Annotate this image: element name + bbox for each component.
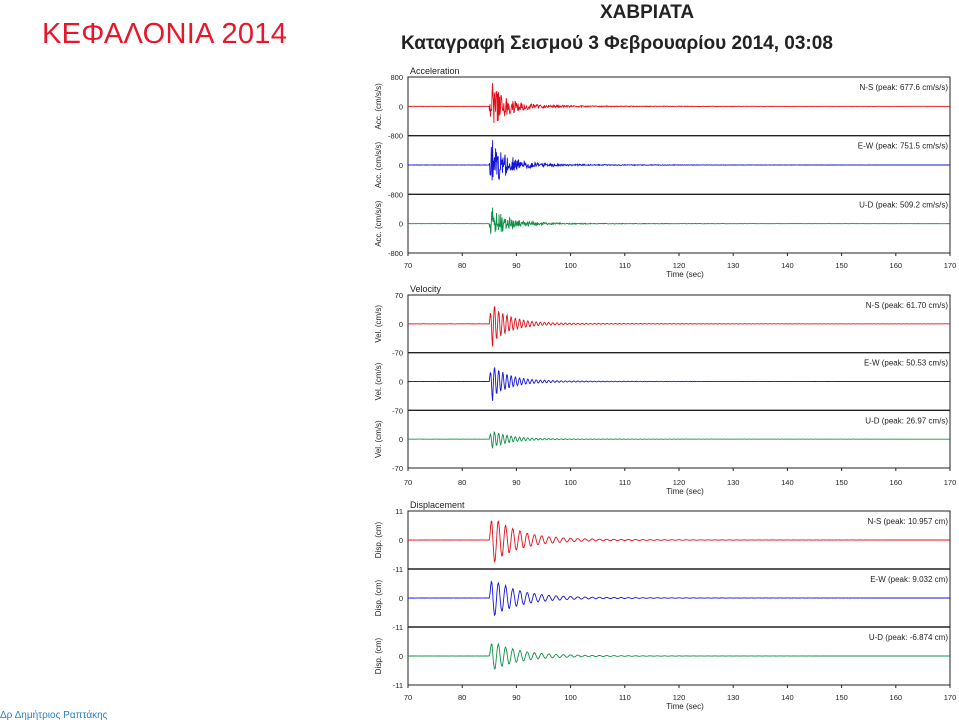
trace-ns <box>407 305 950 347</box>
y-tick-label: -70 <box>392 464 403 473</box>
x-axis-label: Time (sec) <box>666 270 704 279</box>
x-tick-label: 100 <box>564 478 577 487</box>
y-tick-label: 0 <box>399 378 403 387</box>
y-tick-label: 0 <box>399 320 403 329</box>
series-label-ew: E-W (peak: 9.032 cm) <box>870 575 948 584</box>
x-tick-label: 70 <box>404 478 412 487</box>
x-tick-label: 140 <box>781 261 794 270</box>
x-tick-label: 80 <box>458 261 466 270</box>
trace-ew <box>407 140 950 181</box>
y-axis-label: Disp. (cm) <box>374 579 383 616</box>
x-tick-label: 130 <box>727 478 740 487</box>
x-tick-label: 130 <box>727 261 740 270</box>
x-tick-label: 110 <box>619 478 631 487</box>
x-tick-label: 70 <box>404 261 412 270</box>
y-axis-label: Disp. (cm) <box>374 637 383 674</box>
y-axis-label: Vel. (cm/s) <box>374 420 383 458</box>
y-tick-label: -800 <box>388 190 403 199</box>
x-tick-label: 100 <box>564 693 577 702</box>
x-tick-label: 170 <box>944 693 957 702</box>
x-tick-label: 140 <box>781 693 794 702</box>
y-tick-label: -70 <box>392 349 403 358</box>
x-tick-label: 150 <box>835 478 848 487</box>
slide-title: ΚΕΦΑΛΟΝΙΑ 2014 <box>42 18 288 50</box>
y-tick-label: -11 <box>393 623 403 632</box>
x-tick-label: 120 <box>673 693 686 702</box>
trace-ns <box>407 82 950 124</box>
x-tick-label: 160 <box>890 693 903 702</box>
trace-ud <box>408 431 950 449</box>
y-tick-label: -800 <box>388 132 403 141</box>
series-label-ud: U-D (peak: 26.97 cm/s) <box>865 416 948 425</box>
x-tick-label: 110 <box>619 261 631 270</box>
y-tick-label: 0 <box>399 435 403 444</box>
series-label-ew: E-W (peak: 751.5 cm/s/s) <box>858 142 949 151</box>
x-tick-label: 90 <box>512 478 520 487</box>
x-tick-label: 160 <box>890 261 903 270</box>
x-tick-label: 150 <box>835 261 848 270</box>
figure-title: ΧΑΒΡΙΑΤΑ <box>600 2 695 23</box>
x-tick-label: 170 <box>944 478 957 487</box>
panel-title: Acceleration <box>410 66 460 76</box>
y-axis-label: Vel. (cm/s) <box>374 362 383 400</box>
figure-subtitle: Καταγραφή Σεισμού 3 Φεβρουαρίου 2014, 03… <box>401 33 833 54</box>
y-tick-label: 0 <box>399 102 403 111</box>
trace-ns <box>408 520 950 563</box>
x-tick-label: 140 <box>781 478 794 487</box>
x-tick-label: 80 <box>458 693 466 702</box>
y-tick-label: -800 <box>388 249 403 258</box>
x-tick-label: 170 <box>944 261 957 270</box>
x-tick-label: 120 <box>673 478 686 487</box>
series-label-ns: N-S (peak: 61.70 cm/s) <box>866 301 949 310</box>
series-label-ns: N-S (peak: 677.6 cm/s/s) <box>860 83 949 92</box>
x-tick-label: 160 <box>890 478 903 487</box>
trace-ud <box>407 207 950 234</box>
y-tick-label: -11 <box>393 565 403 574</box>
x-axis-label: Time (sec) <box>666 487 704 496</box>
series-label-ud: U-D (peak: 509.2 cm/s/s) <box>859 200 948 209</box>
y-tick-label: -70 <box>392 406 403 415</box>
trace-ew <box>407 366 950 401</box>
panel-title: Velocity <box>410 284 442 294</box>
y-tick-label: 800 <box>390 73 403 82</box>
y-axis-label: Disp. (cm) <box>374 521 383 558</box>
series-label-ns: N-S (peak: 10.957 cm) <box>868 517 949 526</box>
x-tick-label: 100 <box>564 261 577 270</box>
y-axis-label: Vel. (cm/s) <box>374 305 383 343</box>
x-tick-label: 70 <box>404 693 412 702</box>
x-tick-label: 130 <box>727 693 740 702</box>
x-tick-label: 150 <box>835 693 848 702</box>
x-tick-label: 90 <box>512 261 520 270</box>
x-axis-label: Time (sec) <box>666 702 704 711</box>
y-tick-label: 0 <box>399 161 403 170</box>
y-tick-label: 11 <box>395 507 403 516</box>
y-axis-label: Acc. (cm/s/s) <box>374 83 383 130</box>
y-tick-label: 0 <box>399 220 403 229</box>
x-tick-label: 120 <box>673 261 686 270</box>
y-tick-label: 0 <box>399 652 403 661</box>
panel-title: Displacement <box>410 500 465 510</box>
y-tick-label: 0 <box>399 594 403 603</box>
trace-ew <box>407 580 950 617</box>
trace-ud <box>408 642 950 670</box>
y-tick-label: -11 <box>393 681 403 690</box>
x-tick-label: 90 <box>512 693 520 702</box>
series-label-ud: U-D (peak: -6.874 cm) <box>869 633 948 642</box>
author-credit: Δρ Δημήτριος Ραπτάκης <box>0 710 108 721</box>
y-tick-label: 0 <box>399 536 403 545</box>
series-label-ew: E-W (peak: 50.53 cm/s) <box>864 359 948 368</box>
x-tick-label: 110 <box>619 693 631 702</box>
y-axis-label: Acc. (cm/s/s) <box>374 200 383 247</box>
x-tick-label: 80 <box>458 478 466 487</box>
y-axis-label: Acc. (cm/s/s) <box>374 142 383 189</box>
y-tick-label: 70 <box>395 291 403 300</box>
